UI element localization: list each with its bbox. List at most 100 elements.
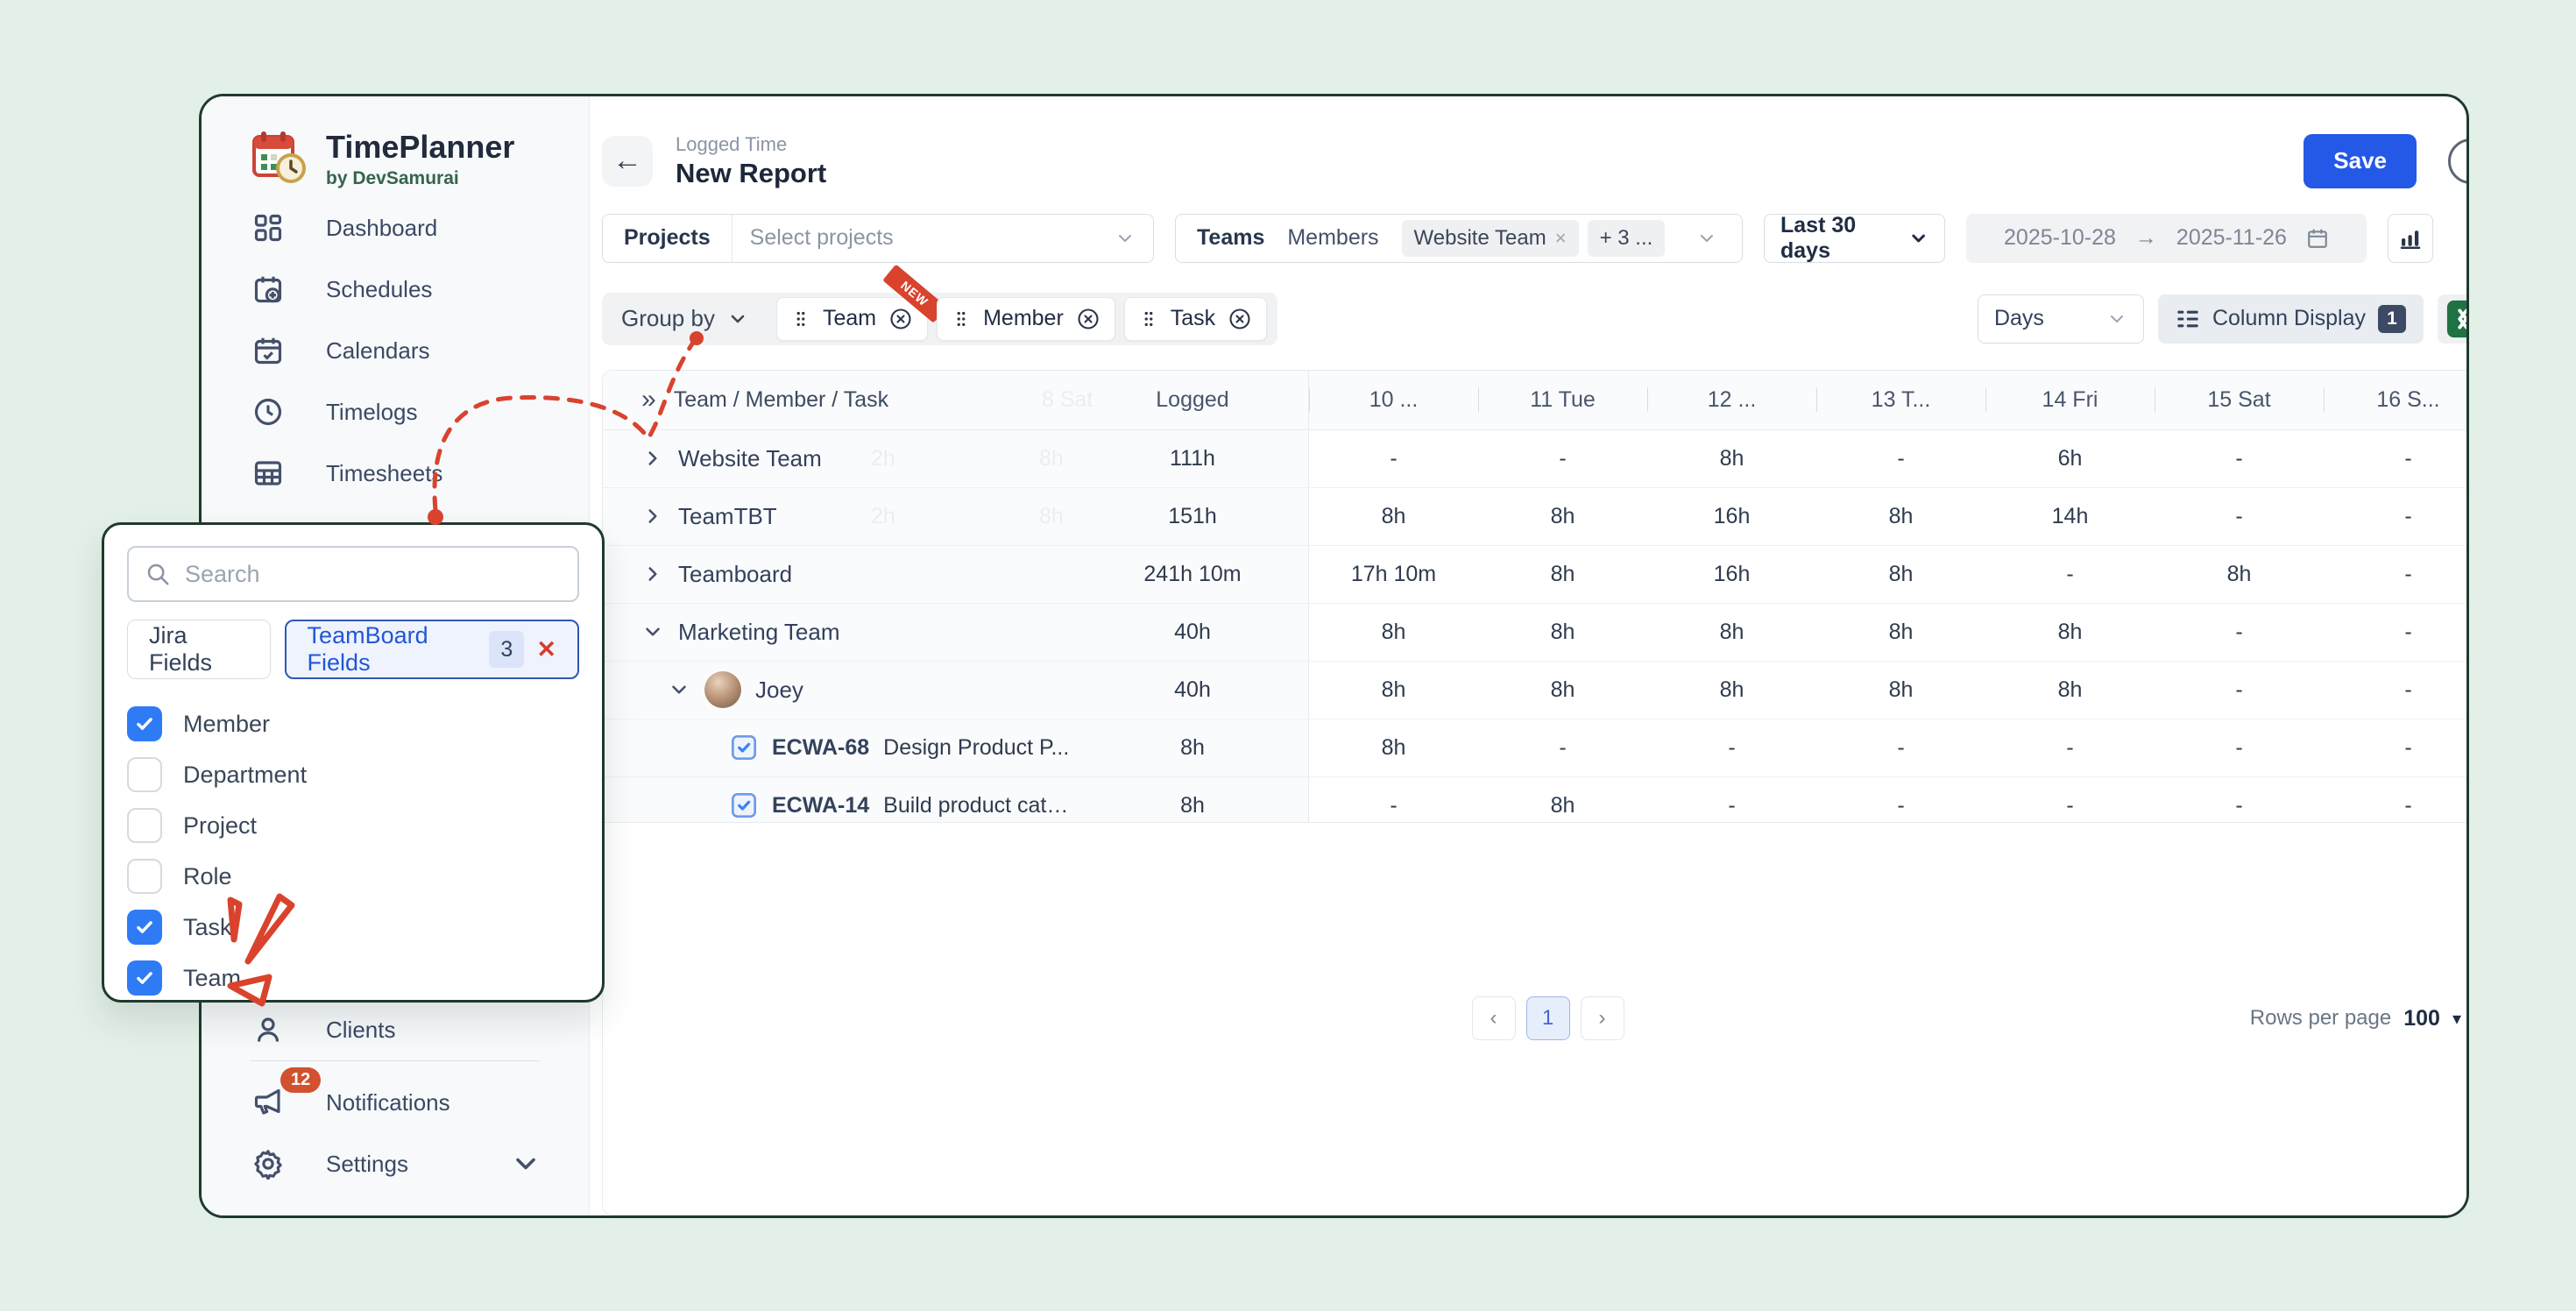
date-range-preset[interactable]: Last 30 days [1764,213,1945,263]
day-cell: - [2404,734,2412,760]
search-input[interactable] [183,559,562,589]
team-chip[interactable]: Website Team × [1401,219,1579,257]
logged-value: 40h [1174,619,1211,644]
checkbox-unchecked-icon[interactable] [127,808,162,843]
table-row[interactable]: Joey 40h 8h 8h 8h 8h 8h - - [603,661,2466,719]
drag-handle-icon[interactable] [952,309,971,329]
table-row[interactable]: ECWA-68 Design Product P... 8h 8h - - - - - - [603,719,2466,777]
field-label: Team [183,964,242,991]
checkbox-unchecked-icon[interactable] [127,757,162,792]
row-expander[interactable] [641,563,664,585]
day-cell: - [1897,445,1905,471]
megaphone-icon [254,1088,280,1115]
granularity-select[interactable]: Days [1977,294,2144,344]
field-checkbox-role[interactable]: Role [127,851,579,902]
field-checkbox-department[interactable]: Department [127,749,579,800]
sidebar-item-settings[interactable]: Settings [202,1133,589,1194]
row-expander[interactable] [641,505,664,528]
remove-circle-icon[interactable] [888,307,913,331]
sidebar-item-schedules[interactable]: Schedules [202,259,589,320]
day-cell: - [2404,677,2412,702]
groupby-chip-task[interactable]: Task [1123,296,1268,341]
day-cell: 8h [1381,503,1406,528]
day-cell: - [1390,792,1398,818]
more-teams-chip[interactable]: + 3 ... [1587,219,1666,257]
day-cell: - [2404,445,2412,471]
row-label: Marketing Team [678,618,840,645]
export-excel-button[interactable] [2438,294,2466,344]
report-table: » Team / Member / Task 8 Sat Logged 10 .… [602,369,2466,1215]
page-title: New Report [676,157,827,188]
table-row[interactable]: ECWA-14 Build product catalo... 8h - 8h - - - - - [603,776,2466,822]
save-button[interactable]: Save [2304,133,2417,188]
current-page-button[interactable]: 1 [1525,996,1570,1041]
row-expander[interactable] [668,678,690,701]
next-page-button[interactable]: › [1580,996,1624,1041]
table-row[interactable]: Website Team 2h 8h 111h - -8h -6h - - [603,429,2466,488]
chevron-down-icon [1119,234,1131,243]
sidebar-item-timelogs[interactable]: Timelogs [202,381,589,443]
remove-circle-icon[interactable] [1076,307,1100,331]
sidebar-item-label: Notifications [326,1088,450,1116]
filter-bar: Projects Select projects Teams Members W… [602,213,2466,263]
table-row[interactable]: TeamTBT 2h 8h 151h 8h 8h 16h 8h 14h - - [603,487,2466,546]
groupby-select[interactable]: Group by [602,305,768,332]
teams-mode-label[interactable]: Teams [1197,225,1265,251]
popup-search[interactable] [127,546,579,602]
field-checkbox-team[interactable]: Team [127,953,579,1003]
table-row[interactable]: Marketing Team 40h 8h 8h 8h 8h 8h - - [603,603,2466,662]
sidebar-item-timesheets[interactable]: Timesheets [202,443,589,504]
app-name: TimePlanner [326,129,515,165]
checkbox-checked-icon[interactable] [127,706,162,741]
day-cell: 16h [1713,503,1751,528]
clear-icon[interactable]: ✕ [536,635,556,663]
members-mode-label[interactable]: Members [1287,225,1379,251]
field-checkbox-task[interactable]: Task [127,902,579,953]
tab-jira-fields[interactable]: Jira Fields [127,620,271,679]
day-cell: - [1897,734,1905,760]
chevron-down-icon [2110,315,2123,323]
row-expander[interactable] [641,447,664,470]
field-checkbox-member[interactable]: Member [127,698,579,749]
checkbox-checked-icon[interactable] [127,910,162,945]
sidebar-item-dashboard[interactable]: Dashboard [202,197,589,259]
sidebar-item-clients[interactable]: Clients [202,999,589,1060]
caret-down-icon[interactable]: ▾ [2452,1009,2461,1029]
sidebar-bottom: Clients 12 Notifications Settings [202,999,589,1215]
table-row[interactable]: Teamboard 241h 10m 17h 10m 8h 16h 8h - 8h - [603,545,2466,604]
teams-filter[interactable]: Teams Members Website Team × + 3 ... [1175,213,1743,263]
row-expander[interactable] [641,620,664,643]
column-display-button[interactable]: Column Display 1 [2157,294,2424,344]
drag-handle-icon[interactable] [791,309,810,329]
projects-select[interactable]: Projects Select projects [602,213,1154,263]
expand-all-icon[interactable]: » [641,385,656,415]
prev-page-button[interactable]: ‹ [1471,996,1516,1041]
task-code: ECWA-14 [772,792,870,818]
rows-per-page-value[interactable]: 100 [2403,1005,2440,1031]
groupby-chip-member[interactable]: Member [937,296,1115,341]
day-cell: 6h [2057,445,2083,471]
groupby-chip-team[interactable]: Team NEW [775,264,947,341]
checkbox-unchecked-icon[interactable] [127,859,162,894]
date-range-field[interactable]: 2025-10-28 → 2025-11-26 [1966,213,2367,263]
groupby-container: Group by Team NEW Member Task [602,264,1278,345]
remove-circle-icon[interactable] [1228,307,1252,331]
field-checkbox-project[interactable]: Project [127,800,579,851]
checkbox-checked-icon[interactable] [127,960,162,996]
main-area: ← Logged Time New Report Save i Projects… [590,96,2466,1215]
day-cell: - [1728,792,1736,818]
field-label: Project [183,811,258,839]
chip-remove-icon[interactable]: × [1554,226,1567,249]
chart-view-button[interactable] [2388,213,2433,263]
sidebar-item-calendars[interactable]: Calendars [202,320,589,381]
app-logo-icon [252,131,306,183]
sidebar-item-label: Timesheets [326,459,443,486]
info-icon[interactable]: i [2448,138,2466,184]
day-cell: 8h [1719,677,1744,702]
tab-teamboard-fields[interactable]: TeamBoard Fields 3 ✕ [284,620,579,679]
drag-handle-icon[interactable] [1139,309,1158,329]
day-cell: 8h [1719,619,1744,644]
back-button[interactable]: ← [602,135,653,187]
day-cell: - [2404,619,2412,644]
sidebar-item-notifications[interactable]: 12 Notifications [202,1067,589,1133]
